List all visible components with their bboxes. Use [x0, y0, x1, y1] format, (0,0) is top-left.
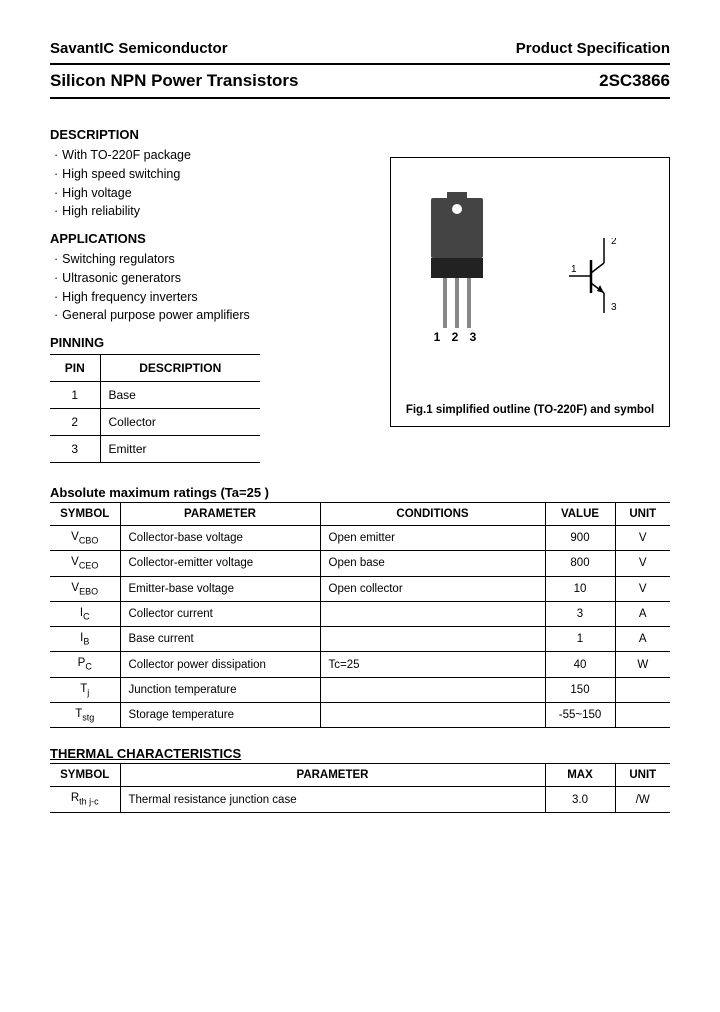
list-item: With TO-220F package: [54, 146, 370, 165]
param-cell: Collector-emitter voltage: [120, 551, 320, 576]
symbol-cell: Rth j-c: [50, 787, 120, 812]
symbol-cell: VCEO: [50, 551, 120, 576]
spec-label: Product Specification: [516, 40, 670, 57]
cond-cell: [320, 627, 545, 652]
table-row: ICCollector current 3A: [50, 601, 670, 626]
description-list: With TO-220F package High speed switchin…: [50, 146, 370, 221]
symbol-cell: VCBO: [50, 526, 120, 551]
table-row: TstgStorage temperature -55~150: [50, 703, 670, 728]
symbol-cell: IC: [50, 601, 120, 626]
unit-cell: V: [615, 526, 670, 551]
list-item: High speed switching: [54, 165, 370, 184]
figure-caption: Fig.1 simplified outline (TO-220F) and s…: [391, 404, 669, 416]
cond-cell: Open base: [320, 551, 545, 576]
upper-section: DESCRIPTION With TO-220F package High sp…: [50, 117, 670, 463]
thermal-table: SYMBOL PARAMETER MAX UNIT Rth j-cThermal…: [50, 763, 670, 812]
value-cell: 150: [545, 677, 615, 702]
cond-cell: Tc=25: [320, 652, 545, 677]
param-cell: Base current: [120, 627, 320, 652]
table-header-row: SYMBOL PARAMETER MAX UNIT: [50, 764, 670, 787]
cond-cell: Open collector: [320, 576, 545, 601]
symbol-cell: PC: [50, 652, 120, 677]
table-row: VEBOEmitter-base voltageOpen collector10…: [50, 576, 670, 601]
cond-cell: [320, 601, 545, 626]
part-number: 2SC3866: [599, 71, 670, 91]
value-cell: 3: [545, 601, 615, 626]
package-outline-icon: 1 2 3: [431, 198, 483, 344]
transistor-symbol-icon: 2 1 3: [569, 238, 639, 321]
unit-cell: V: [615, 551, 670, 576]
figure-column: 1 2 3 2 1 3 Fig.1 simplified outline (TO…: [390, 117, 670, 463]
table-row: VCBOCollector-base voltageOpen emitter90…: [50, 526, 670, 551]
value-cell: -55~150: [545, 703, 615, 728]
max-cell: 3.0: [545, 787, 615, 812]
cond-cell: [320, 677, 545, 702]
table-row: IBBase current 1A: [50, 627, 670, 652]
list-item: General purpose power amplifiers: [54, 306, 370, 325]
lead-numbers: 1 2 3: [431, 330, 483, 344]
value-cell: 800: [545, 551, 615, 576]
table-row: 2Collector: [50, 409, 260, 436]
value-cell: 900: [545, 526, 615, 551]
svg-text:3: 3: [611, 302, 617, 313]
unit-cell: W: [615, 652, 670, 677]
param-cell: Collector-base voltage: [120, 526, 320, 551]
value-cell: 40: [545, 652, 615, 677]
cond-cell: Open emitter: [320, 526, 545, 551]
unit-cell: [615, 677, 670, 702]
doc-header: SavantIC Semiconductor Product Specifica…: [50, 40, 670, 57]
unit-cell: A: [615, 601, 670, 626]
description-heading: DESCRIPTION: [50, 127, 370, 142]
col-header: PIN: [50, 355, 100, 382]
pinning-table: PIN DESCRIPTION 1Base 2Collector 3Emitte…: [50, 354, 260, 463]
list-item: High voltage: [54, 184, 370, 203]
unit-cell: A: [615, 627, 670, 652]
value-cell: 1: [545, 627, 615, 652]
company-name: SavantIC Semiconductor: [50, 40, 228, 57]
value-cell: 10: [545, 576, 615, 601]
table-row: TjJunction temperature 150: [50, 677, 670, 702]
list-item: Switching regulators: [54, 250, 370, 269]
applications-list: Switching regulators Ultrasonic generato…: [50, 250, 370, 325]
thermal-heading: THERMAL CHARACTERISTICS: [50, 746, 670, 761]
list-item: High reliability: [54, 202, 370, 221]
symbol-cell: Tstg: [50, 703, 120, 728]
applications-heading: APPLICATIONS: [50, 231, 370, 246]
param-cell: Emitter-base voltage: [120, 576, 320, 601]
symbol-cell: VEBO: [50, 576, 120, 601]
table-row: 1Base: [50, 382, 260, 409]
unit-cell: V: [615, 576, 670, 601]
unit-cell: /W: [615, 787, 670, 812]
param-cell: Collector current: [120, 601, 320, 626]
ratings-heading: Absolute maximum ratings (Ta=25 ): [50, 485, 670, 500]
table-row: 3Emitter: [50, 436, 260, 463]
symbol-cell: IB: [50, 627, 120, 652]
table-row: VCEOCollector-emitter voltageOpen base80…: [50, 551, 670, 576]
table-header-row: SYMBOL PARAMETER CONDITIONS VALUE UNIT: [50, 503, 670, 526]
list-item: Ultrasonic generators: [54, 269, 370, 288]
title-bar: Silicon NPN Power Transistors 2SC3866: [50, 63, 670, 99]
figure-box: 1 2 3 2 1 3 Fig.1 simplified outline (TO…: [390, 157, 670, 427]
table-row: Rth j-cThermal resistance junction case3…: [50, 787, 670, 812]
list-item: High frequency inverters: [54, 288, 370, 307]
text-column: DESCRIPTION With TO-220F package High sp…: [50, 117, 370, 463]
ratings-table: SYMBOL PARAMETER CONDITIONS VALUE UNIT V…: [50, 502, 670, 728]
svg-text:1: 1: [571, 264, 577, 275]
cond-cell: [320, 703, 545, 728]
svg-text:2: 2: [611, 238, 617, 247]
col-header: DESCRIPTION: [100, 355, 260, 382]
doc-title: Silicon NPN Power Transistors: [50, 71, 298, 91]
param-cell: Storage temperature: [120, 703, 320, 728]
table-row: PCCollector power dissipationTc=25 40W: [50, 652, 670, 677]
param-cell: Junction temperature: [120, 677, 320, 702]
param-cell: Collector power dissipation: [120, 652, 320, 677]
unit-cell: [615, 703, 670, 728]
symbol-cell: Tj: [50, 677, 120, 702]
param-cell: Thermal resistance junction case: [120, 787, 545, 812]
pinning-heading: PINNING: [50, 335, 370, 350]
